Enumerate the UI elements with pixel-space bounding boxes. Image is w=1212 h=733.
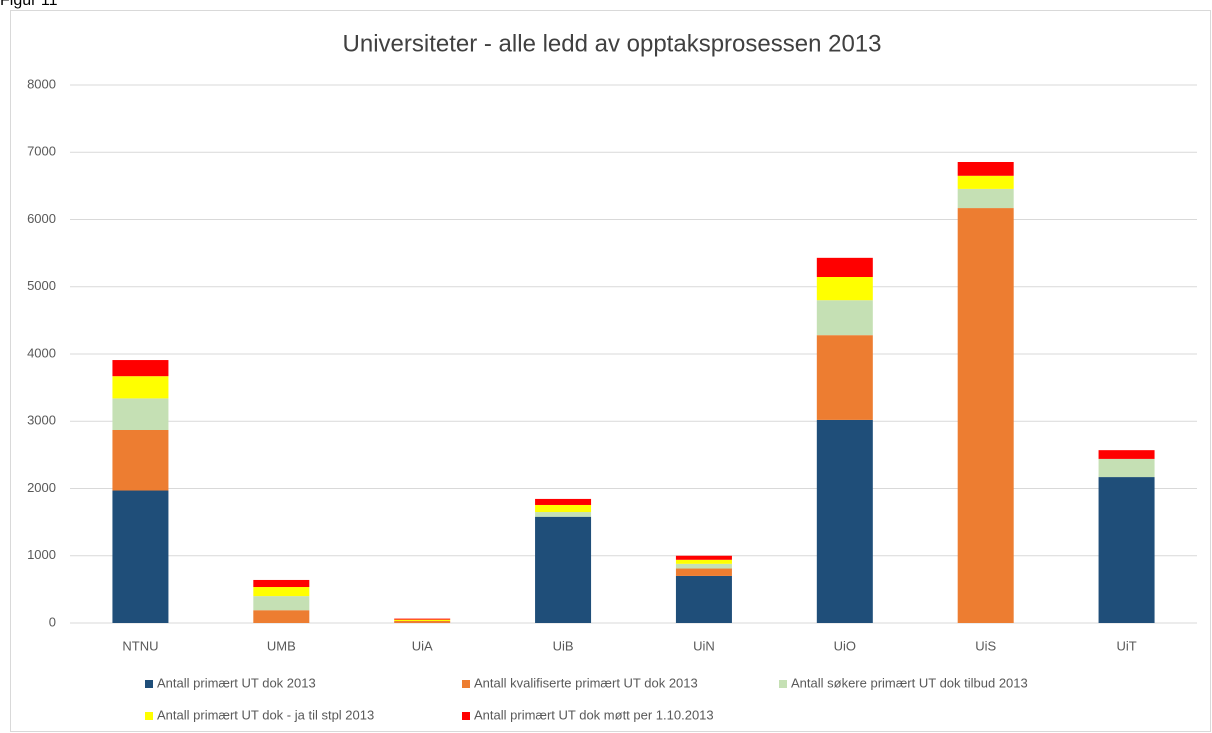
bar-segment	[535, 512, 592, 517]
legend-swatch	[462, 680, 470, 688]
bar-segment	[253, 610, 310, 623]
y-tick-label: 7000	[27, 144, 56, 159]
x-tick-label: UiS	[975, 638, 996, 653]
bar-segment	[816, 335, 873, 420]
legend-swatch	[145, 712, 153, 720]
y-tick-label: 5000	[27, 278, 56, 293]
bar-segment	[112, 490, 169, 623]
chart-title: Universiteter - alle ledd av opptakspros…	[343, 30, 882, 57]
bar-segment	[1098, 477, 1155, 623]
y-tick-label: 4000	[27, 345, 56, 360]
bar-segment	[675, 563, 732, 569]
x-tick-label: UiA	[412, 638, 433, 653]
x-tick-label: UiN	[693, 638, 715, 653]
legend-swatch	[145, 680, 153, 688]
legend-label: Antall søkere primært UT dok tilbud 2013	[791, 675, 1028, 690]
bar-segment	[816, 419, 873, 623]
bar-segment	[816, 300, 873, 336]
bar-segment	[957, 175, 1014, 189]
caption: Figur 11	[0, 0, 58, 9]
bar-segment	[816, 276, 873, 301]
y-tick-label: 2000	[27, 480, 56, 495]
y-tick-label: 1000	[27, 547, 56, 562]
y-tick-label: 8000	[27, 76, 56, 91]
bar-segment	[112, 429, 169, 491]
x-tick-label: UiT	[1116, 638, 1136, 653]
bar-segment	[675, 555, 732, 560]
x-tick-label: UMB	[267, 638, 296, 653]
legend-swatch	[462, 712, 470, 720]
y-tick-label: 3000	[27, 413, 56, 428]
legend-label: Antall kvalifiserte primært UT dok 2013	[474, 675, 698, 690]
bar-segment	[535, 498, 592, 505]
bar-segment	[675, 575, 732, 623]
bar-segment	[675, 568, 732, 576]
bar-segment	[957, 162, 1014, 176]
bar-segment	[1098, 458, 1155, 478]
bar-segment	[253, 596, 310, 611]
bar-segment	[675, 559, 732, 564]
legend-label: Antall primært UT dok 2013	[157, 675, 316, 690]
bar-segment	[112, 398, 169, 430]
bar-segment	[112, 376, 169, 399]
legend-swatch	[779, 680, 787, 688]
bar-segment	[253, 579, 310, 588]
bar-segment	[394, 618, 451, 620]
legend-label: Antall primært UT dok - ja til stpl 2013	[157, 707, 374, 722]
y-tick-label: 0	[49, 614, 56, 629]
y-tick-label: 6000	[27, 211, 56, 226]
bar-segment	[816, 257, 873, 277]
bar-segment	[394, 620, 451, 623]
bar-segment	[957, 188, 1014, 209]
legend-label: Antall primært UT dok møtt per 1.10.2013	[474, 707, 714, 722]
bar-segment	[535, 504, 592, 513]
bar-segment	[1098, 450, 1155, 459]
x-tick-label: UiB	[553, 638, 574, 653]
x-tick-label: NTNU	[122, 638, 158, 653]
bar-segment	[253, 587, 310, 597]
bar-segment	[112, 360, 169, 377]
bar-segment	[957, 208, 1014, 623]
bar-segment	[535, 516, 592, 623]
bar-segment	[394, 619, 451, 621]
x-tick-label: UiO	[834, 638, 856, 653]
